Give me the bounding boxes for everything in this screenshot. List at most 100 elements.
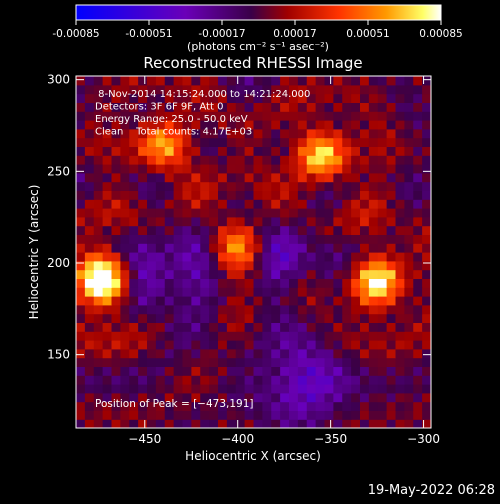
heatmap-cell bbox=[297, 234, 308, 244]
heatmap-cell bbox=[280, 252, 290, 262]
heatmap-cell bbox=[360, 296, 370, 306]
heatmap-cell bbox=[182, 357, 192, 367]
heatmap-cell bbox=[218, 190, 228, 200]
heatmap-cell bbox=[93, 137, 104, 147]
heatmap-cell bbox=[324, 225, 334, 235]
heatmap-cell bbox=[173, 384, 184, 394]
heatmap-cell bbox=[155, 190, 166, 200]
heatmap-cell bbox=[147, 216, 157, 227]
heatmap-cell bbox=[182, 102, 192, 112]
heatmap-cell bbox=[129, 181, 139, 191]
heatmap-cell bbox=[368, 199, 379, 209]
heatmap-cell bbox=[102, 331, 113, 341]
heatmap-cell bbox=[155, 252, 166, 262]
heatmap-cell bbox=[191, 225, 201, 235]
heatmap-cell bbox=[129, 137, 139, 147]
heatmap-cell bbox=[271, 252, 281, 262]
heatmap-cell bbox=[182, 331, 192, 341]
heatmap-cell bbox=[342, 225, 352, 235]
heatmap-cell bbox=[102, 128, 113, 139]
heatmap-cell bbox=[120, 410, 130, 420]
heatmap-cell bbox=[404, 102, 414, 112]
heatmap-cell bbox=[120, 348, 130, 359]
heatmap-cell bbox=[271, 199, 281, 209]
heatmap-cell bbox=[200, 322, 210, 332]
heatmap-cell bbox=[306, 269, 317, 279]
heatmap-cell bbox=[297, 243, 308, 253]
heatmap-cell bbox=[76, 357, 86, 367]
heatmap-cell bbox=[404, 172, 414, 183]
heatmap-cell bbox=[306, 234, 317, 244]
heatmap-cell bbox=[209, 128, 219, 139]
heatmap-cell bbox=[120, 172, 130, 183]
heatmap-cell bbox=[253, 419, 263, 428]
heatmap-cell bbox=[377, 208, 388, 218]
heatmap-cell bbox=[315, 120, 326, 130]
heatmap-cell bbox=[377, 348, 388, 359]
heatmap-cell bbox=[315, 155, 326, 165]
heatmap-cell bbox=[280, 111, 290, 121]
heatmap-cell bbox=[289, 419, 299, 428]
heatmap-cell bbox=[360, 208, 370, 218]
heatmap-cell bbox=[200, 304, 210, 315]
heatmap-cell bbox=[360, 366, 370, 376]
heatmap-cell bbox=[164, 401, 175, 411]
heatmap-cell bbox=[306, 243, 317, 253]
heatmap-cell bbox=[129, 410, 139, 420]
heatmap-cell bbox=[368, 216, 379, 227]
heatmap-cell bbox=[271, 102, 281, 112]
heatmap-cell bbox=[315, 225, 326, 235]
heatmap-cell bbox=[342, 164, 352, 174]
heatmap-cell bbox=[315, 199, 326, 209]
heatmap-cell bbox=[360, 401, 370, 411]
heatmap-cell bbox=[360, 419, 370, 428]
heatmap-cell bbox=[404, 76, 414, 86]
heatmap-cell bbox=[395, 384, 405, 394]
heatmap-cell bbox=[173, 419, 184, 428]
heatmap-cell bbox=[111, 296, 121, 306]
heatmap-cell bbox=[342, 357, 352, 367]
heatmap-cell bbox=[120, 375, 130, 385]
heatmap-cell bbox=[209, 181, 219, 191]
heatmap-cell bbox=[93, 260, 104, 271]
heatmap-cell bbox=[360, 304, 370, 315]
heatmap-cell bbox=[93, 366, 104, 376]
heatmap-cell bbox=[395, 348, 405, 359]
heatmap-cell bbox=[84, 84, 95, 95]
heatmap-cell bbox=[147, 340, 157, 350]
heatmap-cell bbox=[84, 120, 95, 130]
heatmap-cell bbox=[262, 216, 272, 227]
heatmap-cell bbox=[155, 111, 166, 121]
heatmap-cell bbox=[271, 190, 281, 200]
heatmap-cell bbox=[377, 296, 388, 306]
heatmap-cell bbox=[209, 296, 219, 306]
heatmap-cell bbox=[324, 93, 334, 103]
heatmap-cell bbox=[289, 128, 299, 139]
heatmap-cell bbox=[129, 225, 139, 235]
heatmap-cell bbox=[84, 216, 95, 227]
heatmap-cell bbox=[209, 322, 219, 332]
heatmap-cell bbox=[413, 304, 423, 315]
heatmap-cell bbox=[147, 313, 157, 323]
heatmap-cell bbox=[93, 120, 104, 130]
heatmap-cell bbox=[333, 322, 343, 332]
heatmap-cell bbox=[93, 392, 104, 403]
heatmap-cell bbox=[360, 199, 370, 209]
heatmap-cell bbox=[377, 93, 388, 103]
heatmap-cell bbox=[129, 216, 139, 227]
heatmap-cell bbox=[102, 401, 113, 411]
heatmap-cell bbox=[289, 190, 299, 200]
heatmap-cell bbox=[155, 208, 166, 218]
heatmap-cell bbox=[351, 146, 361, 156]
heatmap-cell bbox=[360, 128, 370, 139]
heatmap-cell bbox=[324, 366, 334, 376]
x-tick-label: −300 bbox=[407, 432, 440, 446]
heatmap-cell bbox=[289, 252, 299, 262]
heatmap-cell bbox=[191, 102, 201, 112]
heatmap-cell bbox=[226, 340, 237, 350]
heatmap-cell bbox=[395, 304, 405, 315]
heatmap-cell bbox=[120, 278, 130, 288]
heatmap-cell bbox=[138, 340, 148, 350]
heatmap-cell bbox=[129, 102, 139, 112]
heatmap-cell bbox=[404, 313, 414, 323]
